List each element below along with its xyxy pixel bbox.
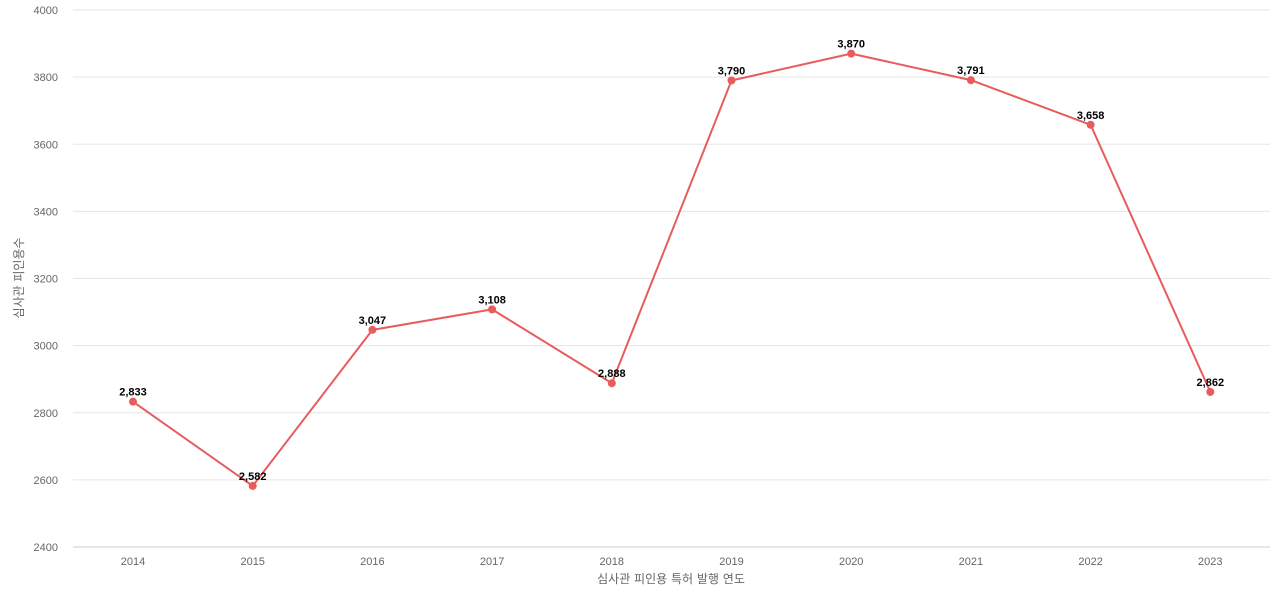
data-point[interactable]: [1206, 387, 1215, 396]
x-axis-title: 심사관 피인용 특허 발행 연도: [597, 571, 745, 586]
x-tick-label: 2015: [240, 556, 264, 568]
y-tick-label: 2800: [34, 408, 58, 420]
data-label: 3,870: [837, 39, 865, 51]
data-label: 3,790: [718, 65, 746, 77]
x-axis-ticks: 2014 2015 2016 2017 2018 2019 2020 2021 2022 2023: [121, 556, 1223, 568]
y-axis-title: 심사관 피인용수: [12, 237, 26, 318]
data-point[interactable]: [847, 49, 856, 58]
data-point[interactable]: [129, 397, 137, 406]
y-tick-label: 2400: [34, 542, 58, 554]
data-point[interactable]: [248, 481, 257, 490]
x-tick-label: 2022: [1078, 556, 1102, 568]
y-tick-label: 3200: [34, 274, 58, 286]
data-label: 2,833: [119, 387, 147, 399]
x-tick-label: 2014: [121, 556, 145, 568]
y-tick-label: 3400: [34, 206, 58, 218]
x-tick-label: 2020: [839, 556, 863, 568]
y-tick-label: 3800: [34, 72, 58, 84]
data-label: 3,658: [1077, 110, 1105, 122]
data-label: 3,791: [957, 65, 985, 77]
data-point[interactable]: [1086, 120, 1095, 129]
y-tick-label: 3000: [34, 341, 58, 353]
data-label: 2,888: [598, 368, 626, 380]
grid-layer: [73, 9, 1270, 548]
data-label: 3,047: [359, 315, 387, 327]
data-label: 2,862: [1197, 377, 1225, 389]
series-line: [132, 52, 1212, 487]
x-tick-label: 2019: [719, 556, 743, 568]
x-tick-label: 2017: [480, 556, 504, 568]
y-tick-label: 3600: [34, 139, 58, 151]
data-point[interactable]: [966, 76, 975, 85]
data-point[interactable]: [488, 305, 497, 314]
data-point[interactable]: [727, 76, 736, 85]
data-label-layer: 2,833 2,582 3,047 3,108 2,888 3,790 3,870 3,791…: [119, 39, 1224, 483]
data-point[interactable]: [368, 325, 377, 334]
x-tick-label: 2021: [959, 556, 983, 568]
y-tick-label: 2600: [34, 475, 58, 487]
x-tick-label: 2023: [1198, 556, 1222, 568]
series-layer: [129, 49, 1215, 490]
data-label: 2,582: [239, 471, 267, 483]
y-tick-label: 4000: [34, 5, 58, 17]
x-tick-label: 2016: [360, 556, 384, 568]
data-label: 3,108: [478, 294, 506, 306]
data-point[interactable]: [607, 379, 616, 388]
x-tick-label: 2018: [600, 556, 624, 568]
y-axis-ticks: 2400 2600 2800 3000 3200 3400 3600 3800 4000: [34, 5, 58, 554]
